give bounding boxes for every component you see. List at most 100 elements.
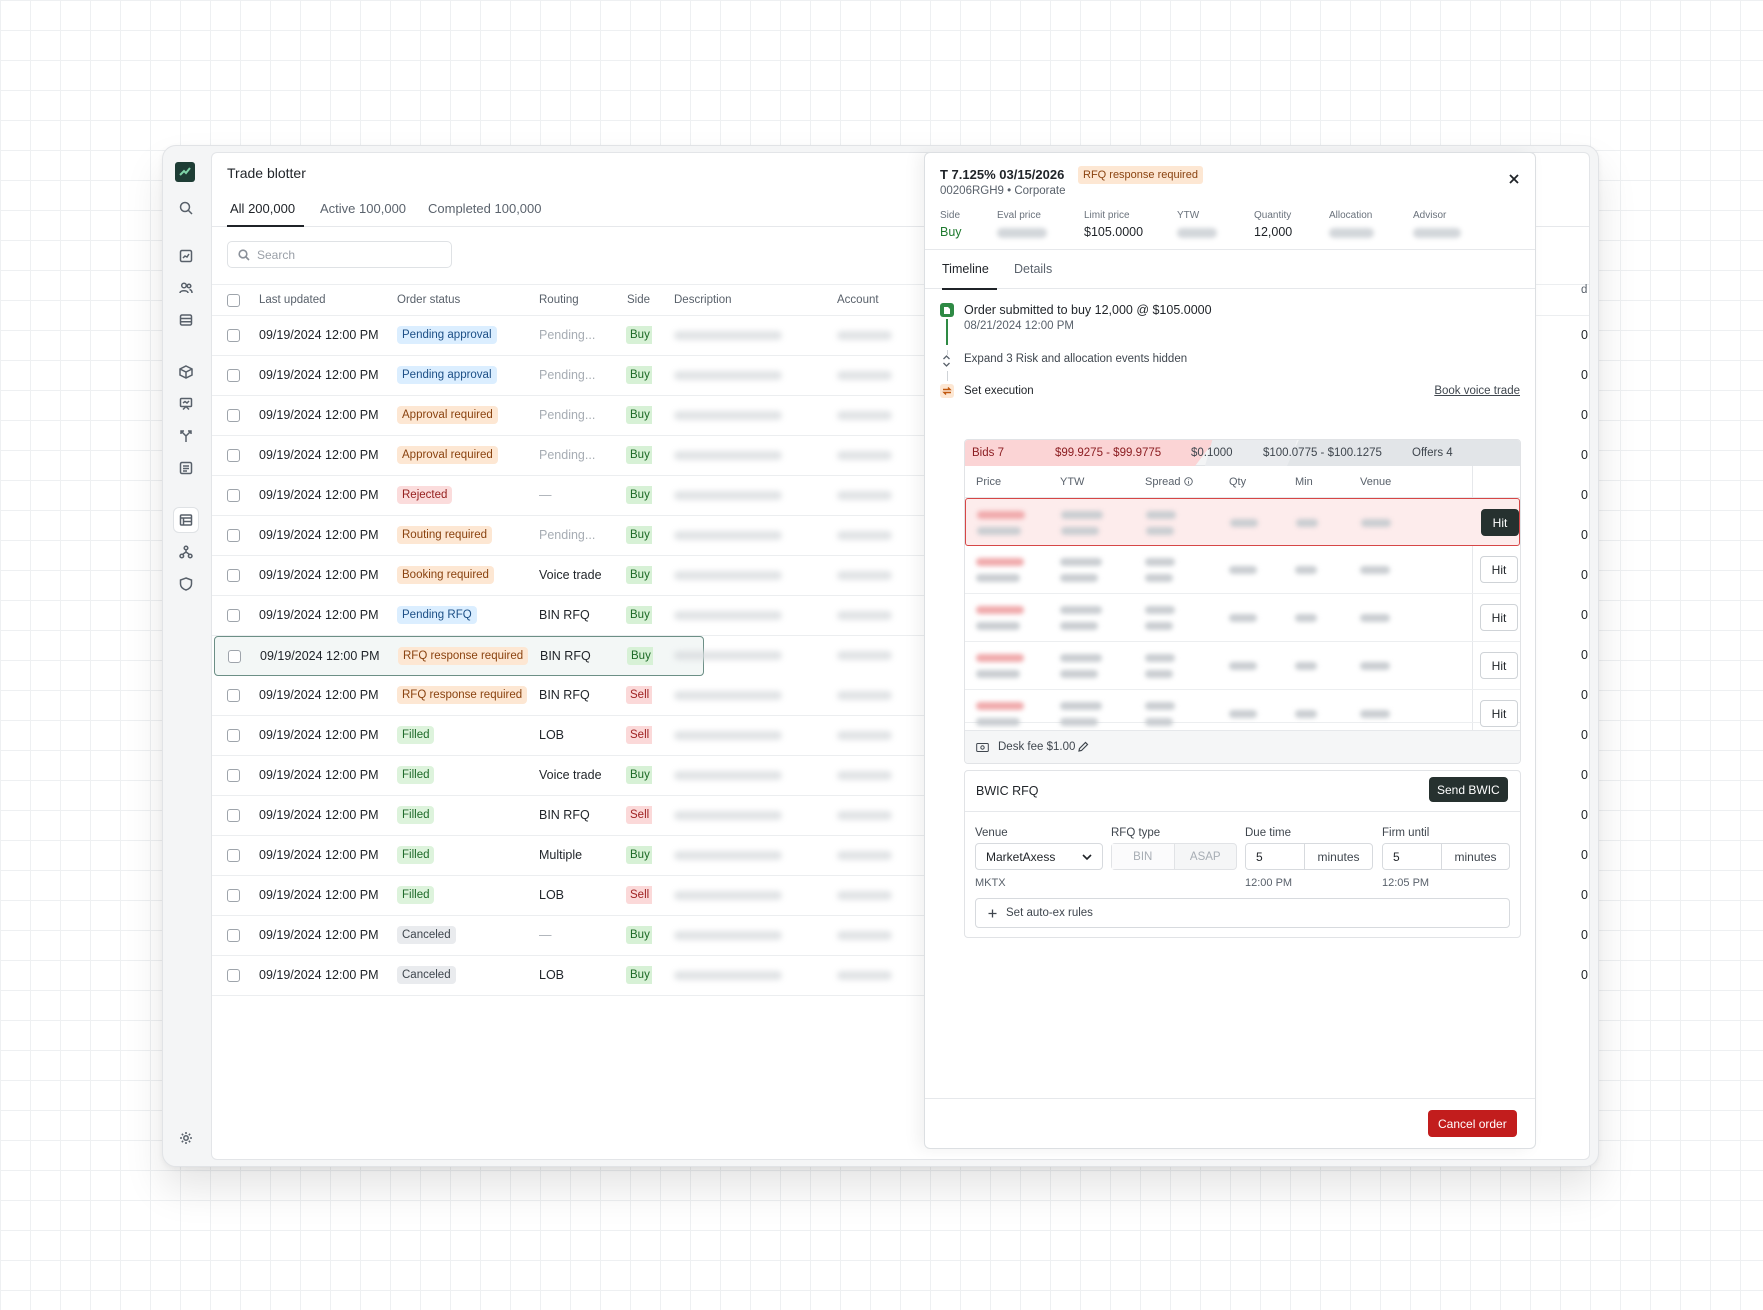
cancel-order-button[interactable]: Cancel order: [1428, 1110, 1517, 1137]
presentation-icon[interactable]: [173, 391, 199, 417]
auto-ex-label: Set auto-ex rules: [1006, 907, 1093, 919]
row-checkbox[interactable]: [227, 409, 240, 422]
table-row[interactable]: 09/19/2024 12:00 PM Filled Voice trade Buy: [212, 756, 972, 796]
app-logo[interactable]: [175, 162, 195, 182]
dashboard-icon[interactable]: [173, 243, 199, 269]
order-book-row[interactable]: Hit: [965, 690, 1520, 727]
database-icon[interactable]: [173, 307, 199, 333]
search-box[interactable]: [227, 241, 452, 268]
due-time-label: Due time: [1245, 827, 1292, 839]
hit-button[interactable]: Hit: [1480, 700, 1518, 727]
meta-alloc-label: Allocation: [1329, 210, 1373, 221]
table-row[interactable]: 09/19/2024 12:00 PM Pending approval Pendi…: [212, 316, 972, 356]
firm-until-input[interactable]: [1383, 844, 1441, 869]
order-book-row[interactable]: Hit: [965, 642, 1520, 690]
row-checkbox[interactable]: [227, 609, 240, 622]
due-time-input[interactable]: [1246, 844, 1304, 869]
table-row[interactable]: 09/19/2024 12:00 PM RFQ response required…: [212, 676, 972, 716]
row-checkbox[interactable]: [227, 529, 240, 542]
close-icon[interactable]: [1507, 172, 1521, 186]
edit-pencil-icon[interactable]: [1077, 741, 1089, 753]
search-input[interactable]: [257, 247, 437, 262]
tab-timeline[interactable]: Timeline: [942, 262, 989, 276]
order-book-row[interactable]: Hit: [965, 498, 1520, 546]
col-order-status[interactable]: Order status: [397, 294, 461, 306]
row-checkbox[interactable]: [227, 769, 240, 782]
table-row[interactable]: 09/19/2024 12:00 PM Canceled — Buy: [212, 916, 972, 956]
hit-button[interactable]: Hit: [1480, 604, 1518, 631]
set-auto-ex-rules-button[interactable]: Set auto-ex rules: [975, 898, 1510, 928]
row-checkbox[interactable]: [227, 809, 240, 822]
book-voice-trade-link[interactable]: Book voice trade: [1434, 385, 1520, 397]
search-icon[interactable]: [173, 195, 199, 221]
row-status-badge: Pending approval: [397, 326, 497, 344]
tab-completed[interactable]: Completed 100,000: [428, 201, 542, 216]
table-row[interactable]: 09/19/2024 12:00 PM Booking required Voice…: [212, 556, 972, 596]
row-checkbox[interactable]: [228, 650, 241, 663]
row-checkbox[interactable]: [227, 689, 240, 702]
row-status-badge: RFQ response required: [398, 647, 529, 665]
row-checkbox[interactable]: [227, 329, 240, 342]
table-row[interactable]: 09/19/2024 12:00 PM Pending approval Pendi…: [212, 356, 972, 396]
table-row[interactable]: 09/19/2024 12:00 PM Approval required Pend…: [212, 396, 972, 436]
gear-icon[interactable]: [173, 1125, 199, 1151]
ob-col-spread[interactable]: Spread: [1145, 476, 1193, 488]
venue-select[interactable]: MarketAxess: [975, 843, 1103, 870]
select-all-checkbox[interactable]: [227, 294, 240, 307]
row-checkbox[interactable]: [227, 889, 240, 902]
checklist-icon[interactable]: [173, 455, 199, 481]
route-icon[interactable]: [173, 423, 199, 449]
users-icon[interactable]: [173, 275, 199, 301]
tab-details[interactable]: Details: [1014, 262, 1053, 276]
table-row[interactable]: 09/19/2024 12:00 PM Filled Multiple Buy: [212, 836, 972, 876]
send-bwic-button[interactable]: Send BWIC: [1429, 777, 1508, 802]
hit-button[interactable]: Hit: [1480, 556, 1518, 583]
bids-segment: [965, 440, 1215, 466]
table-row[interactable]: 09/19/2024 12:00 PM Routing required Pendi…: [212, 516, 972, 556]
info-icon[interactable]: [1183, 477, 1193, 486]
order-book-row[interactable]: Hit: [965, 546, 1520, 594]
table-row[interactable]: 09/19/2024 12:00 PM Filled LOB Sell: [212, 716, 972, 756]
table-row[interactable]: 09/19/2024 12:00 PM Approval required Pend…: [212, 436, 972, 476]
offers-segment: [1287, 440, 1520, 466]
ob-col-price[interactable]: Price: [976, 476, 1002, 488]
table-row[interactable]: 09/19/2024 12:00 PM Filled BIN RFQ Sell: [212, 796, 972, 836]
network-icon[interactable]: [173, 539, 199, 565]
tab-active[interactable]: Active 100,000: [320, 201, 406, 216]
hit-button[interactable]: Hit: [1481, 509, 1519, 536]
col-account[interactable]: Account: [837, 294, 879, 306]
row-checkbox[interactable]: [227, 729, 240, 742]
timeline-expand-hidden[interactable]: Expand 3 Risk and allocation events hidd…: [964, 353, 1188, 365]
row-checkbox[interactable]: [227, 449, 240, 462]
table-row[interactable]: 09/19/2024 12:00 PM Filled LOB Sell: [212, 876, 972, 916]
col-routing[interactable]: Routing: [539, 294, 579, 306]
table-row[interactable]: 09/19/2024 12:00 PM RFQ response required…: [214, 636, 704, 676]
ob-price-redacted: [977, 511, 1025, 519]
table-row[interactable]: 09/19/2024 12:00 PM Canceled LOB Buy: [212, 956, 972, 996]
row-checkbox[interactable]: [227, 489, 240, 502]
rfq-type-asap[interactable]: ASAP: [1189, 850, 1221, 863]
rfq-type-bin[interactable]: BIN: [1112, 844, 1175, 869]
tab-all[interactable]: All 200,000: [230, 201, 295, 216]
trade-blotter-icon[interactable]: [173, 507, 199, 533]
table-row[interactable]: 09/19/2024 12:00 PM Pending RFQ BIN RFQ Buy: [212, 596, 972, 636]
ob-col-qty[interactable]: Qty: [1229, 476, 1247, 488]
row-checkbox[interactable]: [227, 849, 240, 862]
col-last-updated[interactable]: Last updated: [259, 294, 326, 306]
ob-col-venue[interactable]: Venue: [1360, 476, 1392, 488]
expand-chevrons-icon[interactable]: [942, 355, 951, 367]
order-book-row[interactable]: Hit: [965, 594, 1520, 642]
row-checkbox[interactable]: [227, 569, 240, 582]
col-description[interactable]: Description: [674, 294, 732, 306]
ob-col-ytw[interactable]: YTW: [1060, 476, 1085, 488]
table-row[interactable]: 09/19/2024 12:00 PM Rejected — Buy: [212, 476, 972, 516]
col-side[interactable]: Side: [627, 294, 651, 306]
ob-col-min[interactable]: Min: [1295, 476, 1313, 488]
row-checkbox[interactable]: [227, 929, 240, 942]
hit-button[interactable]: Hit: [1480, 652, 1518, 679]
row-checkbox[interactable]: [227, 369, 240, 382]
package-icon[interactable]: [173, 359, 199, 385]
row-checkbox[interactable]: [227, 969, 240, 982]
row-description-redacted: [674, 451, 782, 460]
shield-icon[interactable]: [173, 571, 199, 597]
